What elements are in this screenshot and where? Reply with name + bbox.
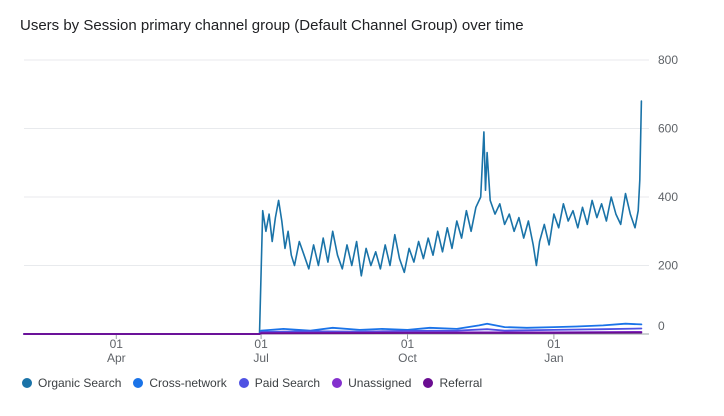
legend-label: Organic Search [38, 376, 122, 390]
y-tick-label: 800 [658, 53, 678, 67]
x-tick-day: 01 [547, 337, 561, 351]
y-tick-label: 200 [658, 259, 678, 273]
chart-title: Users by Session primary channel group (… [20, 17, 524, 34]
legend-item-organic-search[interactable]: Organic Search [22, 376, 121, 390]
legend-item-referral[interactable]: Referral [423, 376, 482, 390]
series-line-organic-search[interactable] [23, 100, 643, 335]
x-tick-month: Jul [253, 351, 268, 365]
y-axis: 800 600 400 200 0 [658, 53, 678, 333]
y-tick-label: 600 [658, 122, 678, 136]
series-lines [23, 100, 643, 335]
x-tick-day: 01 [401, 337, 415, 351]
x-tick-month: Jan [544, 351, 563, 365]
legend-dot-icon [332, 378, 343, 388]
x-tick-month: Oct [398, 351, 417, 365]
legend-item-cross-network[interactable]: Cross-network [133, 376, 227, 390]
x-tick-day: 01 [254, 337, 268, 351]
legend: Organic Search Cross-network Paid Search Un… [22, 376, 494, 390]
legend-label: Cross-network [149, 376, 227, 390]
legend-item-paid-search[interactable]: Paid Search [238, 376, 321, 390]
series-line-cross-network[interactable] [23, 322, 643, 335]
y-tick-label: 0 [658, 319, 665, 333]
legend-label: Paid Search [254, 376, 321, 390]
legend-label: Referral [439, 376, 483, 390]
legend-dot-icon [238, 378, 249, 388]
legend-dot-icon [133, 378, 144, 388]
legend-item-unassigned[interactable]: Unassigned [332, 376, 411, 390]
legend-label: Unassigned [348, 376, 412, 390]
x-tick-month: Apr [107, 351, 126, 365]
legend-dot-icon [22, 378, 32, 388]
x-tick-day: 01 [110, 337, 124, 351]
y-tick-label: 400 [658, 190, 678, 204]
legend-dot-icon [423, 378, 434, 388]
series-line-referral[interactable] [23, 331, 643, 335]
gridlines [24, 59, 649, 335]
